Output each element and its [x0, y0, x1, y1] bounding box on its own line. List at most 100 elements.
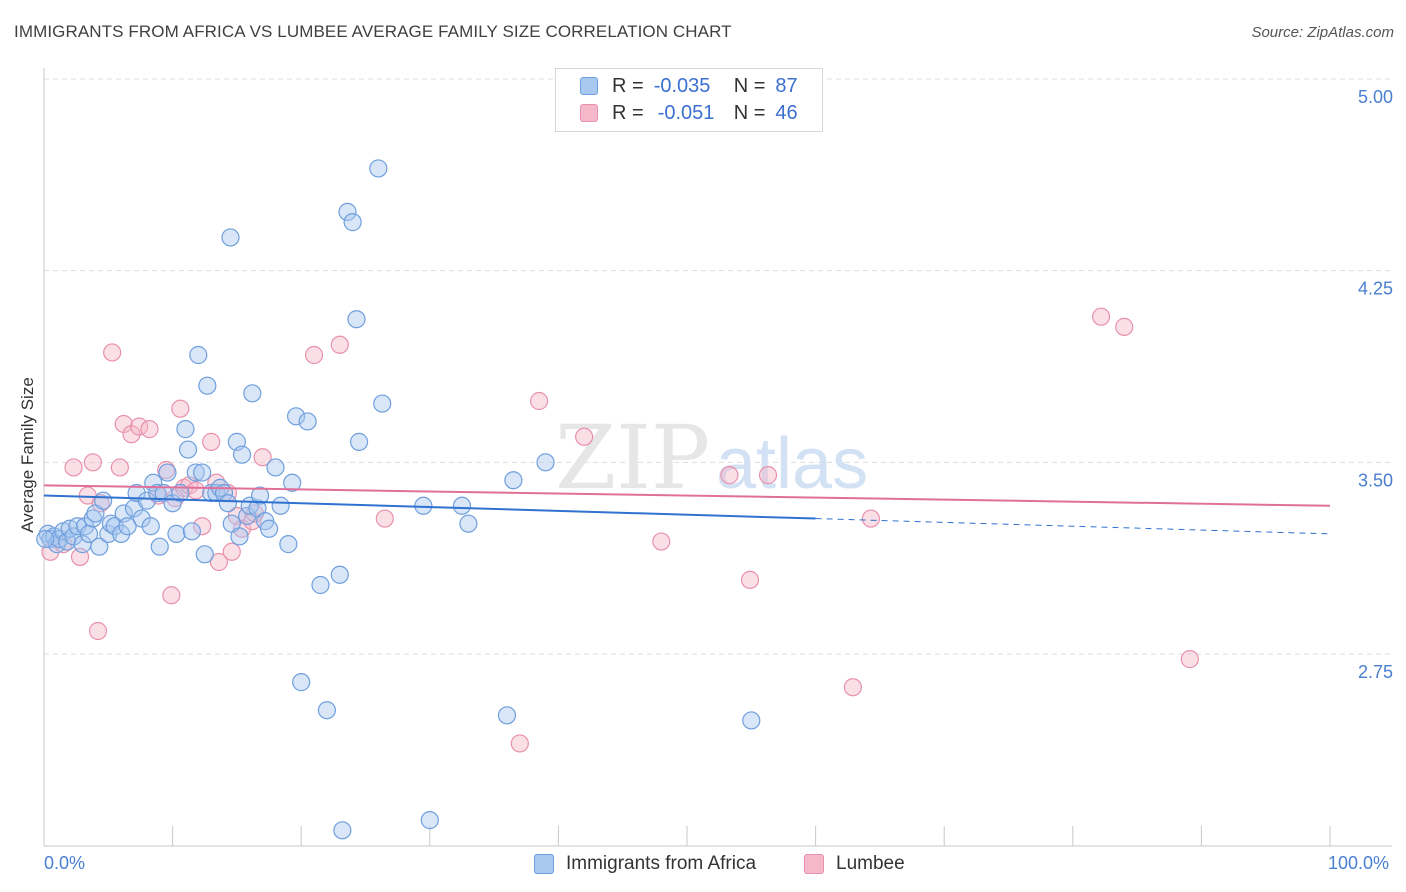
africa-point — [186, 463, 205, 482]
legend-row-africa: R = -0.035 N = 87 — [580, 75, 798, 97]
africa-point — [266, 458, 285, 477]
africa-point — [118, 517, 137, 536]
y-tick-label: 5.00 — [1358, 87, 1393, 107]
lumbee-point — [162, 586, 181, 605]
y-tick-labels: 2.75 3.50 4.25 5.00 — [1358, 87, 1393, 682]
africa-point — [150, 537, 169, 556]
africa-point — [198, 376, 217, 395]
africa-point — [94, 491, 113, 510]
africa-point — [343, 213, 362, 232]
y-tick-label: 4.25 — [1358, 279, 1393, 299]
africa-point — [36, 529, 55, 549]
lumbee-trend-line — [43, 484, 1331, 507]
bottom-legend-swatch-blue — [534, 854, 554, 874]
bottom-legend-label: Lumbee — [836, 853, 905, 874]
lumbee-point — [202, 432, 221, 451]
lumbee-point — [110, 458, 129, 477]
lumbee-point — [103, 343, 122, 362]
lumbee-point — [253, 448, 272, 467]
lumbee-points — [41, 307, 1199, 753]
africa-point — [90, 537, 109, 556]
africa-points — [36, 159, 761, 840]
y-tick-label: 2.75 — [1358, 662, 1393, 682]
africa-point — [286, 407, 306, 426]
africa-point — [497, 706, 517, 725]
lumbee-point — [171, 399, 190, 418]
bottom-legend-lumbee: Lumbee — [804, 852, 905, 876]
lumbee-point — [166, 489, 185, 508]
lumbee-point — [114, 414, 133, 434]
africa-point — [298, 412, 317, 431]
africa-point — [193, 463, 212, 482]
africa-point — [83, 509, 102, 528]
africa-point — [279, 535, 298, 554]
watermark: ZIP atlas — [555, 406, 868, 509]
africa-point — [742, 711, 761, 730]
lumbee-point — [1115, 317, 1134, 336]
africa-point — [230, 527, 249, 546]
africa-point — [158, 463, 177, 482]
africa-point — [79, 524, 99, 543]
lumbee-point — [510, 734, 529, 753]
africa-point — [221, 228, 240, 247]
legend-n-value: 87 — [775, 74, 798, 97]
legend-r-value: -0.051 — [657, 101, 715, 124]
africa-point — [171, 483, 190, 503]
lumbee-point — [1180, 650, 1199, 669]
africa-point — [317, 701, 337, 720]
africa-point — [176, 420, 195, 439]
legend-row-lumbee: R = -0.051 N = 46 — [580, 102, 798, 124]
africa-point — [504, 471, 523, 490]
lumbee-point — [91, 494, 110, 513]
lumbee-point — [140, 420, 159, 439]
africa-point — [167, 524, 186, 543]
lumbee-point — [122, 425, 141, 444]
africa-point — [347, 310, 366, 329]
lumbee-point — [861, 509, 880, 528]
legend-r-label: R = — [612, 74, 644, 97]
trend-lines — [43, 484, 1331, 535]
lumbee-point — [193, 517, 212, 536]
africa-point — [330, 565, 349, 584]
lumbee-point — [575, 427, 594, 446]
lumbee-point — [740, 570, 760, 589]
bottom-legend-swatch-pink — [804, 854, 824, 874]
africa-point — [333, 821, 352, 840]
legend-r-label: R = — [612, 101, 644, 124]
gridlines — [44, 78, 1392, 655]
lumbee-point — [304, 345, 324, 365]
legend-r-value: -0.035 — [653, 74, 711, 97]
africa-point — [195, 545, 214, 564]
y-tick-label: 3.50 — [1358, 470, 1393, 490]
bottom-legend-label: Immigrants from Africa — [566, 853, 757, 874]
lumbee-point — [186, 481, 205, 500]
axes — [43, 68, 1392, 847]
chart-title: IMMIGRANTS FROM AFRICA VS LUMBEE AVERAGE… — [14, 22, 732, 41]
africa-point — [182, 522, 201, 541]
lumbee-point — [843, 678, 862, 697]
africa-point — [218, 494, 237, 513]
africa-point — [250, 486, 270, 505]
correlation-legend: R = -0.035 N = 87 R = -0.051 N = 46 — [555, 68, 823, 132]
africa-point — [259, 519, 279, 538]
watermark-zip: ZIP — [555, 406, 710, 509]
lumbee-point — [83, 453, 102, 472]
lumbee-point — [330, 335, 349, 354]
africa-point — [338, 202, 357, 221]
africa-trend-line — [43, 494, 816, 520]
africa-point — [148, 483, 167, 503]
africa-point — [420, 811, 439, 830]
lumbee-point — [64, 458, 83, 477]
africa-point — [141, 517, 160, 536]
source-label: Source: ZipAtlas.com — [1251, 24, 1394, 41]
lumbee-point — [530, 391, 549, 411]
lumbee-point — [652, 532, 671, 551]
africa-point — [373, 394, 392, 413]
africa-point — [137, 491, 156, 510]
lumbee-point — [88, 621, 108, 641]
legend-swatch-blue — [580, 77, 598, 95]
africa-point — [369, 159, 388, 178]
africa-point — [311, 575, 330, 595]
africa-point — [243, 384, 262, 403]
